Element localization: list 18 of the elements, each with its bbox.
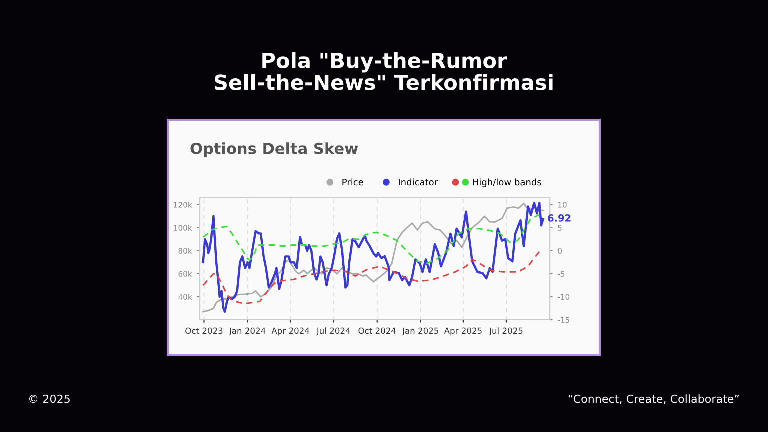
x-tick-label: Oct 2023 [186, 328, 223, 334]
x-tick-label: Jan 2024 [228, 328, 266, 336]
chart-title: Pola "Buy-the-Rumor Sell-the-News" Terkonfirmasi [214, 52, 553, 90]
x-tick-label: Apr 2024 [272, 328, 310, 336]
annotation: 6.92 [548, 214, 571, 222]
text: © 2025 [30, 394, 70, 404]
x-tick-label: Jul 2025 [489, 328, 523, 336]
x-tick-label: Apr 2025 [444, 328, 482, 336]
chart-subtitle: Options Delta Skew [190, 142, 358, 158]
x-tick-label: Jul 2024 [316, 328, 350, 336]
legend-label: Indicator [399, 178, 438, 186]
x-tick-label: Oct 2024 [358, 328, 396, 334]
line-series [202, 248, 542, 305]
legend-label: High/low bands [473, 178, 542, 188]
text: “Connect, Create, Collaborate” [568, 394, 739, 404]
x-tick-label: Jan 2025 [402, 328, 438, 336]
line-series [202, 214, 540, 264]
legend-label: Price [342, 178, 364, 186]
